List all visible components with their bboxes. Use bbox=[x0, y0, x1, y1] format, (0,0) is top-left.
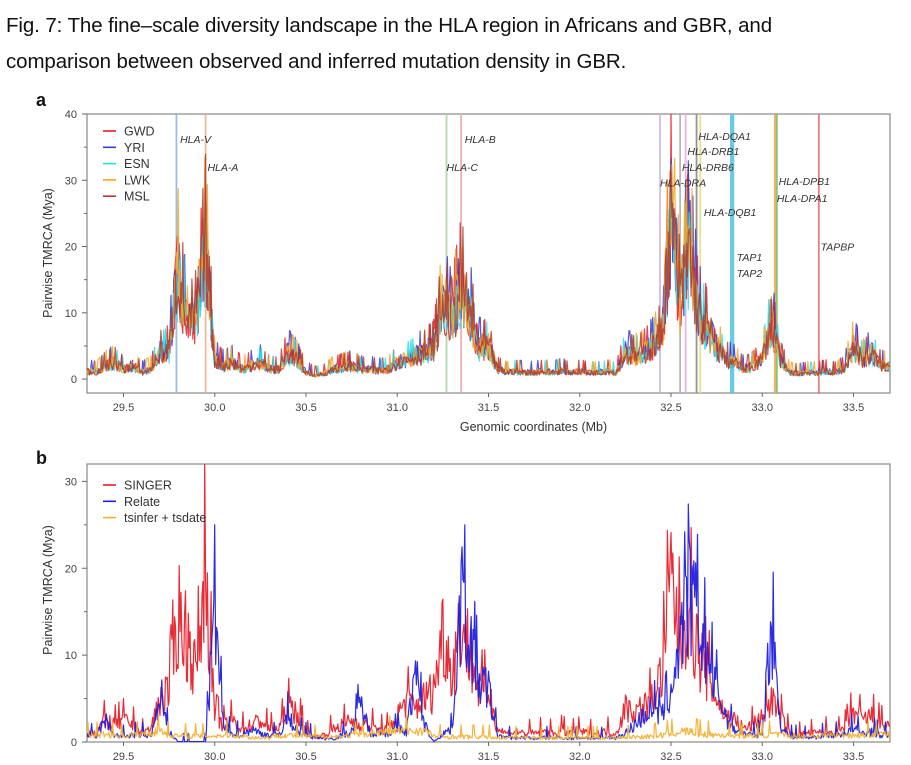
y-tick-label: 30 bbox=[65, 175, 77, 187]
x-tick-label: 31.0 bbox=[387, 751, 408, 763]
gene-label-hla-drb1: HLA-DRB1 bbox=[687, 146, 739, 158]
series-line-msl bbox=[87, 153, 890, 377]
x-tick-label: 31.5 bbox=[478, 751, 499, 763]
x-tick-label: 31.0 bbox=[387, 402, 408, 414]
x-tick-label: 32.5 bbox=[660, 402, 681, 414]
x-tick-label: 30.5 bbox=[295, 751, 316, 763]
y-tick-label: 20 bbox=[65, 242, 77, 254]
y-tick-label: 20 bbox=[65, 563, 77, 575]
x-tick-label: 33.0 bbox=[752, 751, 773, 763]
legend-label: Relate bbox=[124, 495, 160, 509]
figure-title-line-2: comparison between observed and inferred… bbox=[6, 50, 627, 73]
gene-label-hla-c: HLA-C bbox=[447, 162, 479, 174]
legend-label: ESN bbox=[124, 157, 150, 171]
x-tick-label: 33.5 bbox=[843, 751, 864, 763]
gene-label-tapbp: TAPBP bbox=[821, 242, 855, 254]
panel-b-label: b bbox=[36, 448, 47, 468]
series-line-tsinfer-tsdate bbox=[87, 713, 890, 741]
legend-label: SINGER bbox=[124, 479, 172, 493]
y-axis-label: Pairwise TMRCA (Mya) bbox=[41, 525, 55, 655]
x-tick-label: 30.5 bbox=[295, 402, 316, 414]
y-axis-label: Pairwise TMRCA (Mya) bbox=[41, 188, 55, 318]
gene-label-hla-a: HLA-A bbox=[207, 162, 238, 174]
series-line-singer bbox=[87, 464, 890, 740]
y-tick-label: 40 bbox=[65, 109, 77, 121]
gene-label-hla-dqa1: HLA-DQA1 bbox=[698, 131, 751, 143]
panel-a: 0 10 20 30 40 29.5 30.0 30.5 31.0 31.5 32.0 32.5 33.… bbox=[41, 109, 891, 434]
x-tick-label: 33.5 bbox=[843, 402, 864, 414]
x-tick-label: 30.0 bbox=[204, 402, 225, 414]
x-tick-label: 31.5 bbox=[478, 402, 499, 414]
x-tick-label: 32.0 bbox=[569, 402, 590, 414]
legend-label: MSL bbox=[124, 190, 150, 204]
panel-a-label: a bbox=[36, 90, 47, 110]
x-tick-label: 29.5 bbox=[113, 751, 134, 763]
legend-label: tsinfer + tsdate bbox=[124, 511, 206, 525]
legend-label: YRI bbox=[124, 141, 145, 155]
gene-label-hla-dra: HLA-DRA bbox=[660, 177, 706, 189]
x-tick-label: 29.5 bbox=[113, 402, 134, 414]
gene-label-hla-dpb1: HLA-DPB1 bbox=[779, 176, 830, 188]
series-line-relate bbox=[87, 503, 890, 742]
figure-title: Fig. 7: The fine–scale diversity landsca… bbox=[6, 8, 772, 80]
gene-label-hla-drb6: HLA-DRB6 bbox=[682, 162, 734, 174]
x-tick-label: 33.0 bbox=[752, 402, 773, 414]
gene-label-hla-b: HLA-B bbox=[465, 134, 496, 146]
x-tick-label: 30.0 bbox=[204, 751, 225, 763]
gene-label-hla-dqb1: HLA-DQB1 bbox=[704, 207, 757, 219]
legend-label: GWD bbox=[124, 125, 155, 139]
gene-label-tap2: TAP2 bbox=[737, 268, 763, 280]
x-tick-label: 32.5 bbox=[660, 751, 681, 763]
y-tick-label: 10 bbox=[65, 308, 77, 320]
y-tick-label: 0 bbox=[71, 374, 77, 386]
figure-title-line-1: Fig. 7: The fine–scale diversity landsca… bbox=[6, 14, 773, 37]
gene-label-hla-v: HLA-V bbox=[180, 134, 212, 146]
y-tick-label: 30 bbox=[65, 476, 77, 488]
y-tick-label: 0 bbox=[71, 737, 77, 749]
x-tick-label: 32.0 bbox=[569, 751, 590, 763]
panel-b: 0 10 20 30 29.5 30.0 30.5 31.0 31.5 32.0 32.5 33.0 3… bbox=[41, 463, 891, 763]
series-line-gwd bbox=[87, 114, 890, 378]
y-tick-label: 10 bbox=[65, 650, 77, 662]
legend-label: LWK bbox=[124, 173, 151, 187]
x-axis-label: Genomic coordinates (Mb) bbox=[460, 420, 607, 434]
gene-label-tap1: TAP1 bbox=[737, 252, 762, 264]
gene-label-hla-dpa1: HLA-DPA1 bbox=[777, 193, 828, 205]
